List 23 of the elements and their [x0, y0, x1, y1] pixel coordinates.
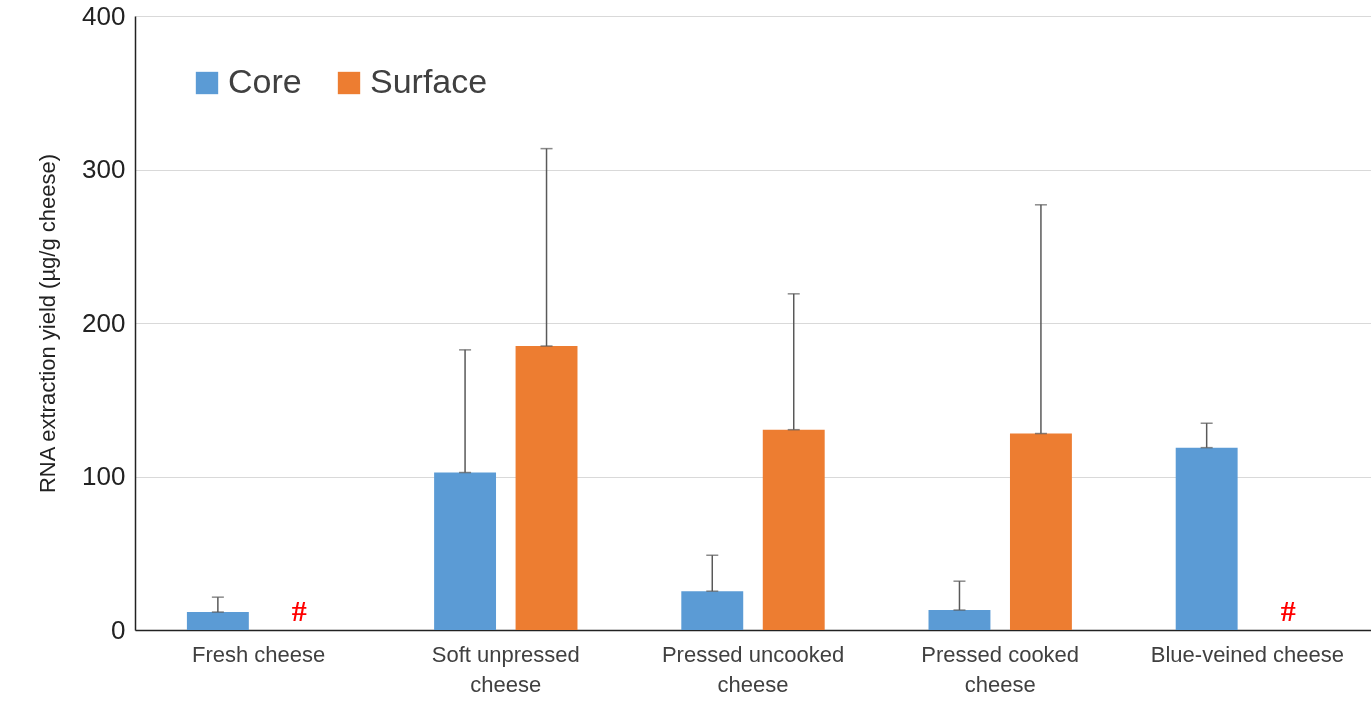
x-tick-label: Fresh cheese — [191, 641, 326, 667]
legend-label: Surface — [370, 62, 488, 100]
bar — [186, 612, 249, 630]
y-tick-label: 200 — [82, 307, 126, 338]
y-tick-label: 0 — [111, 614, 126, 645]
bar — [515, 346, 578, 630]
x-tick-label: Blue-veined cheese — [1150, 641, 1345, 667]
x-tick-label: Pressed cooked cheese — [921, 641, 1080, 697]
bar — [681, 591, 744, 630]
bar — [762, 429, 825, 630]
x-tick-label: Soft unpressed cheese — [431, 641, 580, 697]
bar — [434, 472, 497, 630]
bar — [1009, 433, 1072, 630]
y-axis-title: RNA extraction yield (µg/g cheese) — [35, 153, 61, 494]
annotation: # — [291, 594, 307, 627]
bar — [1175, 447, 1238, 630]
legend-label: Core — [228, 62, 302, 100]
y-tick-label: 100 — [82, 461, 126, 491]
y-tick-label: 400 — [82, 0, 126, 31]
x-tick-label: Pressed uncooked cheese — [661, 641, 845, 697]
bar — [928, 610, 991, 630]
annotation: # — [1280, 594, 1296, 627]
y-tick-label: 300 — [82, 154, 126, 184]
